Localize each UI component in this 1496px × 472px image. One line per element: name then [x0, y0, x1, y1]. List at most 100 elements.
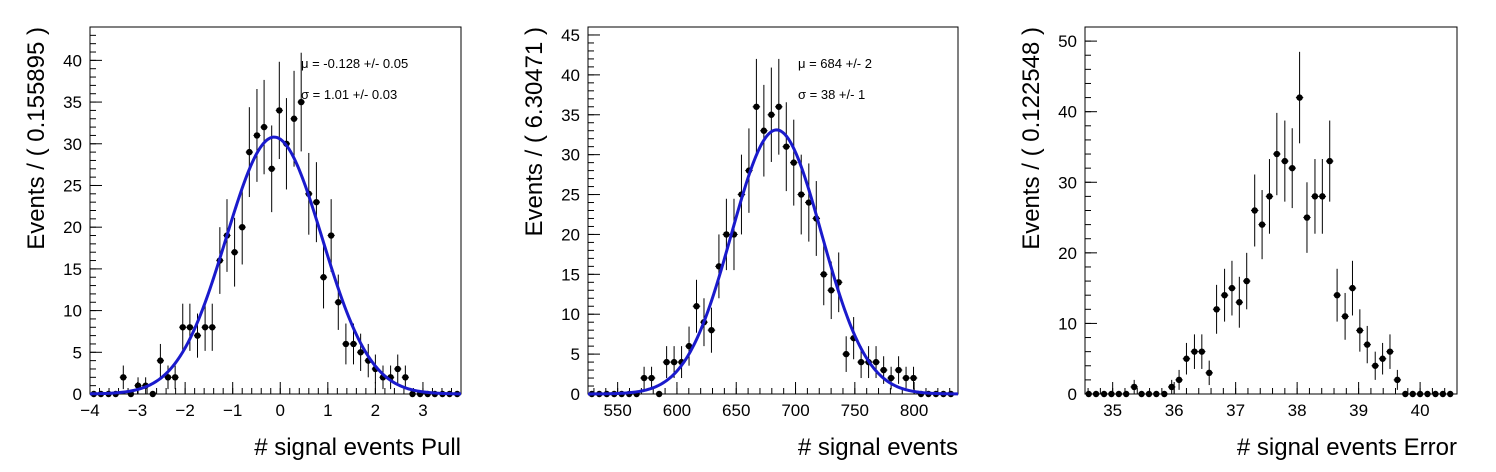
data-point: [394, 354, 402, 384]
data-marker: [1100, 390, 1108, 398]
signal-events-error-histogram-panel: 35 36 37 38 39 40 0 10 20 30 40 50 # signal events E…: [1018, 26, 1458, 461]
gaussian-fit-curve: [587, 128, 959, 396]
data-marker: [1168, 383, 1175, 391]
data-marker: [276, 107, 283, 114]
data-point: [1431, 390, 1440, 398]
data-marker: [1372, 362, 1379, 369]
data-point: [253, 88, 261, 182]
y-tick-label: 0: [571, 385, 580, 404]
y-tick-label: 45: [561, 26, 580, 45]
data-point: [902, 366, 910, 390]
data-point: [790, 119, 798, 206]
data-point: [1333, 268, 1341, 322]
data-marker: [134, 382, 142, 389]
y-tick-label: 25: [561, 186, 580, 205]
data-marker: [790, 159, 797, 166]
data-point: [1446, 390, 1454, 398]
signal-events-histogram-panel: 550 600 650 700 750 800 0 5 10 15 20 25 30 35 40 45 # si…: [521, 26, 959, 461]
y-tick-label: 40: [63, 51, 82, 70]
data-marker: [693, 303, 700, 310]
data-point: [1122, 390, 1130, 398]
data-point: [208, 303, 216, 351]
data-point: [312, 162, 320, 243]
data-marker: [1356, 327, 1364, 334]
data-point: [1152, 390, 1161, 398]
y-tick-label: 0: [1068, 385, 1077, 404]
x-tick-label: 36: [1165, 401, 1184, 420]
data-marker: [842, 350, 850, 358]
data-marker: [805, 199, 813, 206]
x-tick-label: 600: [663, 401, 691, 420]
y-tick-label: 10: [1058, 314, 1077, 333]
data-point: [1378, 342, 1387, 375]
x-tick-label: 1: [323, 401, 332, 420]
y-tick-label: 5: [571, 345, 580, 364]
data-point: [1423, 390, 1432, 398]
data-point: [327, 199, 335, 272]
fit-sigma-annotation: σ = 1.01 +/- 0.03: [301, 87, 397, 102]
data-point: [752, 58, 761, 155]
data-marker: [402, 374, 409, 381]
data-marker: [798, 191, 805, 198]
data-marker: [231, 249, 238, 256]
y-tick-label: 30: [63, 135, 82, 154]
y-tick-label: 10: [561, 305, 580, 324]
data-point: [842, 336, 850, 372]
data-marker: [902, 374, 910, 382]
data-point: [1281, 120, 1289, 202]
data-marker: [1092, 390, 1100, 398]
data-marker: [1409, 390, 1416, 398]
data-point: [782, 102, 791, 192]
data-marker: [783, 143, 790, 150]
data-point: [231, 217, 239, 287]
plot-frame: [587, 26, 959, 395]
data-marker: [1183, 355, 1190, 362]
x-tick-label: 700: [781, 401, 809, 420]
data-point: [775, 58, 783, 155]
data-marker: [342, 340, 350, 348]
data-marker: [1145, 390, 1153, 398]
data-marker: [1432, 390, 1439, 398]
data-marker: [394, 365, 401, 373]
data-marker: [1130, 383, 1138, 391]
data-point: [408, 390, 417, 398]
data-marker: [1416, 390, 1424, 398]
data-point: [342, 323, 350, 365]
data-marker: [872, 358, 880, 366]
data-marker: [1303, 214, 1311, 221]
data-marker: [357, 349, 364, 356]
data-marker: [760, 127, 768, 134]
data-point: [767, 67, 776, 162]
data-point: [887, 366, 895, 390]
data-marker: [1281, 157, 1289, 165]
fit-sigma-annotation: σ = 38 +/- 1: [798, 87, 865, 102]
data-point: [1220, 268, 1229, 322]
data-marker: [290, 115, 298, 122]
y-axis-title: Events / ( 6.30471 ): [521, 27, 548, 236]
data-point: [1228, 260, 1236, 316]
y-tick-label: 35: [63, 93, 82, 112]
data-point: [1416, 390, 1424, 398]
data-point: [647, 366, 656, 390]
data-point: [1243, 252, 1251, 310]
data-point: [1439, 390, 1447, 398]
data-point: [319, 246, 328, 309]
data-marker: [1258, 221, 1266, 228]
x-tick-label: 40: [1411, 401, 1430, 420]
y-tick-label: 30: [561, 146, 580, 165]
x-tick-label: 3: [418, 401, 427, 420]
data-point: [290, 70, 298, 167]
y-tick-label: 5: [73, 343, 82, 362]
data-marker: [194, 332, 201, 339]
data-marker: [1379, 355, 1386, 362]
data-marker: [327, 232, 335, 239]
x-axis-title: # signal events Pull: [254, 434, 461, 461]
x-tick-label: −4: [80, 401, 99, 420]
data-point: [245, 107, 253, 198]
x-tick-label: 37: [1226, 401, 1245, 420]
data-point: [401, 365, 409, 390]
data-point: [760, 84, 768, 177]
data-point: [1401, 390, 1410, 398]
data-marker: [164, 374, 172, 381]
x-tick-label: 39: [1349, 401, 1368, 420]
